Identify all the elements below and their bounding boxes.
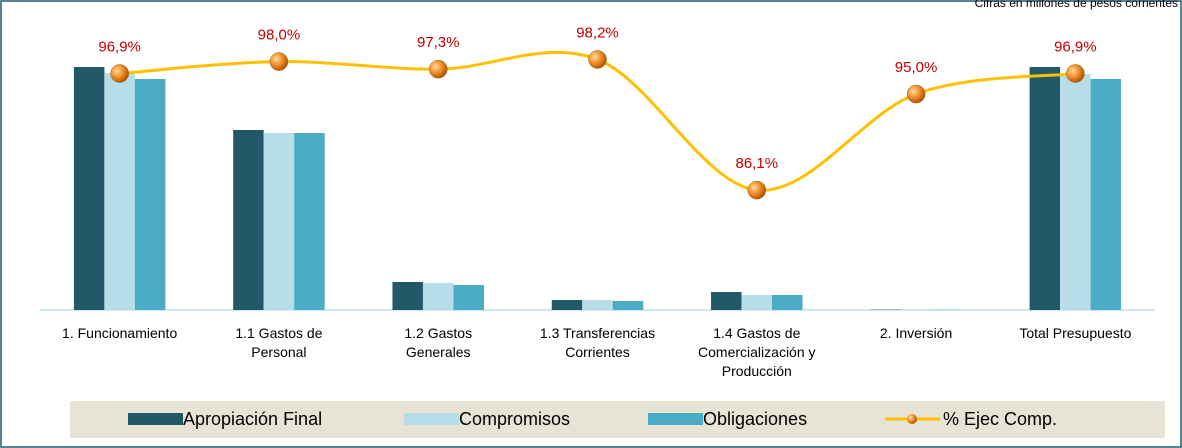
bar — [134, 79, 166, 310]
legend-label: Apropiación Final — [183, 409, 322, 429]
x-tick-label: 2. Inversión — [880, 325, 952, 341]
bar — [104, 73, 135, 310]
bar — [551, 300, 583, 310]
bar — [741, 295, 773, 310]
legend-swatch — [404, 413, 459, 425]
bar — [711, 292, 742, 310]
data-label: 97,3% — [417, 34, 460, 51]
x-tick-label: 1.2 Gastos Generales — [404, 325, 472, 360]
x-tick-label: Total Presupuesto — [1019, 325, 1131, 341]
legend-marker — [907, 414, 917, 424]
bar — [453, 285, 484, 310]
bar — [233, 130, 264, 310]
data-label: 96,9% — [98, 38, 141, 55]
x-tick-label: 1.4 Gastos de Comercialización y Producció… — [698, 325, 815, 379]
bar — [392, 282, 423, 310]
bar — [612, 301, 644, 310]
data-label: 98,0% — [258, 27, 301, 44]
bar — [1060, 74, 1091, 310]
x-tick-label: 1. Funcionamiento — [62, 325, 177, 341]
line-marker — [110, 64, 129, 83]
line-marker — [588, 50, 607, 69]
data-label: 86,1% — [736, 155, 779, 172]
legend-swatch — [648, 413, 703, 425]
bar — [1090, 79, 1122, 310]
bar — [263, 133, 295, 310]
legend-box — [70, 401, 1165, 438]
bar — [1029, 67, 1061, 310]
legend-label: % Ejec Comp. — [943, 409, 1057, 429]
bar — [294, 133, 325, 310]
data-label: 95,0% — [895, 59, 938, 76]
line-marker — [269, 52, 289, 71]
legend-label: Compromisos — [459, 409, 570, 429]
line-marker — [747, 180, 767, 200]
line-marker — [428, 59, 448, 79]
bar — [73, 67, 105, 310]
legend-label: Obligaciones — [703, 409, 807, 429]
subtitle: Cifras en millones de pesos corrientes — [975, 0, 1178, 10]
x-tick-label: 1.3 Transferencias Corrientes — [540, 325, 655, 360]
line-marker — [1066, 64, 1085, 83]
bar — [772, 295, 803, 310]
bar — [582, 300, 613, 310]
data-label: 96,9% — [1054, 38, 1097, 55]
legend-swatch — [128, 413, 183, 425]
data-label: 98,2% — [576, 24, 619, 41]
bar — [422, 283, 454, 310]
line-marker — [906, 84, 926, 104]
x-tick-label: 1.1 Gastos de Personal — [235, 325, 322, 360]
